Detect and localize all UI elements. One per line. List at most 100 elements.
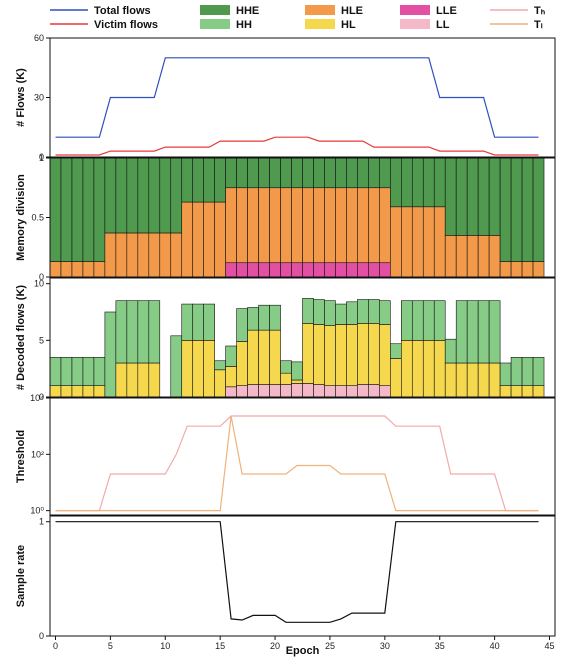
legend-label-1: Victim flows: [94, 19, 158, 31]
panel-frame-3: [49, 397, 556, 516]
bar-hl-40: [488, 362, 501, 398]
bar-hh-9: [148, 300, 161, 364]
bar-ll-21: [280, 384, 292, 398]
bar-lle-26: [335, 262, 347, 278]
bar-hl-38: [466, 362, 479, 398]
bar-hl-24: [313, 324, 325, 385]
bar-hhe-19: [258, 157, 270, 189]
bar-hhe-31: [390, 157, 402, 208]
bar-ll-24: [313, 384, 325, 398]
bar-hle-27: [346, 187, 358, 264]
bar-ll-25: [324, 385, 336, 398]
bar-hhe-36: [444, 157, 457, 236]
bar-hle-16: [225, 187, 237, 264]
bar-hle-21: [280, 187, 292, 264]
bar-hle-33: [411, 206, 424, 278]
bar-hle-26: [335, 187, 347, 264]
bar-hhe-6: [115, 157, 128, 234]
bar-lle-27: [346, 262, 358, 278]
bar-hhe-12: [181, 157, 194, 203]
bar-hhe-24: [313, 157, 325, 189]
bar-hl-37: [455, 362, 468, 398]
bar-hh-18: [247, 307, 259, 331]
bar-hle-41: [499, 261, 512, 278]
bar-hle-7: [126, 232, 139, 278]
legend-label-4: HLE: [341, 5, 363, 17]
y-tick-label-2-2: 10: [34, 279, 44, 289]
bar-hle-4: [93, 261, 106, 278]
legend-label-5: HL: [341, 19, 356, 31]
bar-ll-28: [357, 384, 369, 398]
bar-hhe-28: [357, 157, 369, 189]
bar-hl-42: [510, 385, 523, 398]
bar-hl-39: [477, 362, 490, 398]
bar-hh-44: [532, 357, 545, 386]
bar-hhe-14: [203, 157, 215, 203]
x-axis-label: Epoch: [286, 645, 320, 657]
x-tick-label-2: 10: [160, 641, 170, 651]
bar-hh-30: [379, 300, 391, 325]
bar-ll-27: [346, 385, 358, 398]
bar-hl-0: [49, 385, 62, 398]
bar-hh-23: [302, 298, 314, 324]
bar-hle-18: [247, 187, 259, 264]
bar-hhe-17: [236, 157, 248, 189]
bar-hl-8: [137, 362, 150, 398]
bar-hhe-5: [104, 157, 117, 234]
y-axis-label-4: Sample rate: [15, 545, 27, 607]
y-tick-label-2-0: 0: [39, 392, 44, 402]
bar-hhe-30: [379, 157, 391, 189]
y-axis-label-0: # Flows (K): [15, 68, 27, 127]
y-tick-label-4-1: 1: [39, 517, 44, 527]
bar-hl-12: [181, 340, 194, 398]
bar-hle-5: [104, 232, 117, 278]
y-tick-label-1-1: 0.5: [31, 213, 44, 223]
bar-hhe-15: [214, 157, 226, 203]
x-tick-label-0: 0: [53, 641, 58, 651]
panel-1: 0 0.5 1 Memory division: [15, 153, 556, 282]
bar-hle-9: [148, 232, 161, 278]
bar-hl-27: [346, 324, 358, 386]
bar-lle-29: [368, 262, 380, 278]
x-tick-label-6: 30: [380, 641, 390, 651]
bar-hhe-34: [422, 157, 435, 208]
bar-hl-2: [71, 385, 84, 398]
bar-hhe-7: [126, 157, 139, 234]
bar-hle-40: [488, 235, 501, 278]
bar-ll-18: [247, 384, 259, 398]
series-line-total-flows: [55, 57, 539, 138]
bar-hh-37: [455, 300, 468, 364]
bar-hl-18: [247, 329, 259, 385]
bar-hhe-25: [324, 157, 336, 189]
bar-hl-29: [368, 323, 380, 385]
legend: Total flows Victim flows HHE HH HLE HL LLE LL Tₕ…: [50, 5, 546, 31]
bar-hh-26: [335, 303, 347, 325]
bar-hle-42: [510, 261, 523, 278]
bar-hle-2: [71, 261, 84, 278]
x-tick-label-3: 15: [215, 641, 225, 651]
y-axis-label-2: # Decoded flows (K): [15, 285, 27, 390]
bar-hl-14: [203, 340, 215, 398]
bar-hle-38: [466, 235, 479, 278]
bar-hle-44: [532, 261, 545, 278]
bar-hle-36: [444, 235, 457, 278]
series-line-victim-flows: [55, 136, 539, 156]
bar-hh-31: [390, 343, 402, 359]
bar-hl-3: [82, 385, 95, 398]
bar-hl-28: [357, 323, 369, 385]
bar-hhe-37: [455, 157, 468, 236]
bar-hl-20: [269, 329, 281, 385]
y-tick-label-0-2: 60: [34, 33, 44, 43]
bar-hle-11: [170, 232, 183, 278]
bar-hh-14: [203, 303, 215, 341]
bar-hhe-10: [159, 157, 172, 234]
bar-hh-15: [214, 360, 226, 371]
panel-2: 0 5 10 # Decoded flows (K): [15, 277, 556, 402]
bar-hl-43: [521, 385, 534, 398]
bar-hhe-2: [71, 157, 84, 262]
bar-hl-17: [236, 341, 248, 386]
bar-hl-35: [433, 340, 446, 398]
bar-hh-35: [433, 300, 446, 341]
bar-hh-29: [368, 299, 380, 324]
